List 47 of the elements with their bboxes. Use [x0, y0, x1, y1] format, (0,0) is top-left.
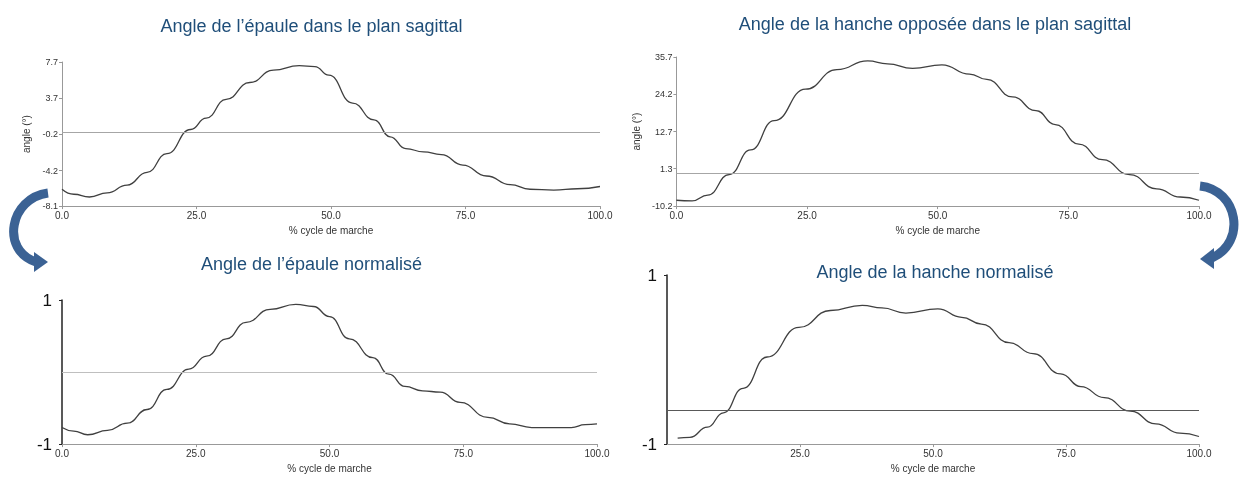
chart-title: Angle de la hanche opposée dans le plan sagittal [738, 14, 1132, 34]
y-tick-label: -1 [36, 434, 52, 454]
x-tick-label: 75.0 [453, 447, 474, 459]
x-axis-title: % cycle de marche [287, 462, 373, 474]
x-tick-label: 50.0 [927, 209, 948, 221]
y-tick-label: 3.7 [45, 93, 58, 104]
chart-title: Angle de l’épaule normalisé [200, 254, 423, 274]
chart-title: Angle de la hanche normalisé [816, 262, 1054, 282]
y-tick-label: -8.1 [42, 201, 58, 212]
x-tick-label: 75.0 [1056, 447, 1077, 459]
x-axis-title: % cycle de marche [890, 462, 976, 474]
x-axis-title: % cycle de marche [288, 224, 374, 236]
x-tick-label: 0.0 [55, 209, 70, 221]
x-tick-label: 100.0 [1186, 447, 1212, 459]
y-tick-label: -10.2 [651, 201, 673, 212]
line-series [61, 65, 601, 198]
x-tick-label: 50.0 [321, 209, 342, 221]
line-series [61, 303, 598, 436]
y-tick-label: 35.7 [654, 52, 673, 62]
x-tick-label: 0.0 [55, 447, 70, 459]
x-tick-label: 100.0 [1186, 209, 1212, 221]
x-tick-label: 75.0 [1058, 209, 1079, 221]
x-tick-label: 50.0 [319, 447, 340, 459]
y-tick-label: 1.3 [659, 163, 673, 174]
y-tick-label: -4.2 [42, 165, 58, 176]
x-tick-label: 100.0 [587, 209, 613, 221]
y-tick-label: 12.7 [654, 126, 673, 137]
y-tick-label: 1 [647, 265, 657, 285]
line-series [675, 60, 1200, 202]
y-tick-label: -1 [641, 434, 657, 454]
y-tick-label: 24.2 [654, 89, 673, 100]
y-tick-label: -0.2 [42, 129, 58, 140]
y-tick-label: 1 [42, 290, 52, 310]
x-axis-title: % cycle de marche [895, 224, 981, 236]
x-tick-label: 25.0 [186, 209, 207, 221]
x-tick-label: 75.0 [455, 209, 476, 221]
y-axis-title: angle (°) [21, 115, 33, 153]
x-tick-label: 25.0 [790, 447, 811, 459]
x-tick-label: 25.0 [186, 447, 206, 459]
x-tick-label: 100.0 [584, 447, 610, 459]
x-tick-label: 50.0 [923, 447, 944, 459]
y-axis-title: angle (°) [630, 112, 642, 151]
x-tick-label: 25.0 [797, 209, 818, 221]
chart-title: Angle de l’épaule dans le plan sagittal [160, 16, 463, 36]
line-series [676, 304, 1200, 439]
y-tick-label: 7.7 [45, 57, 58, 67]
x-tick-label: 0.0 [669, 209, 684, 221]
